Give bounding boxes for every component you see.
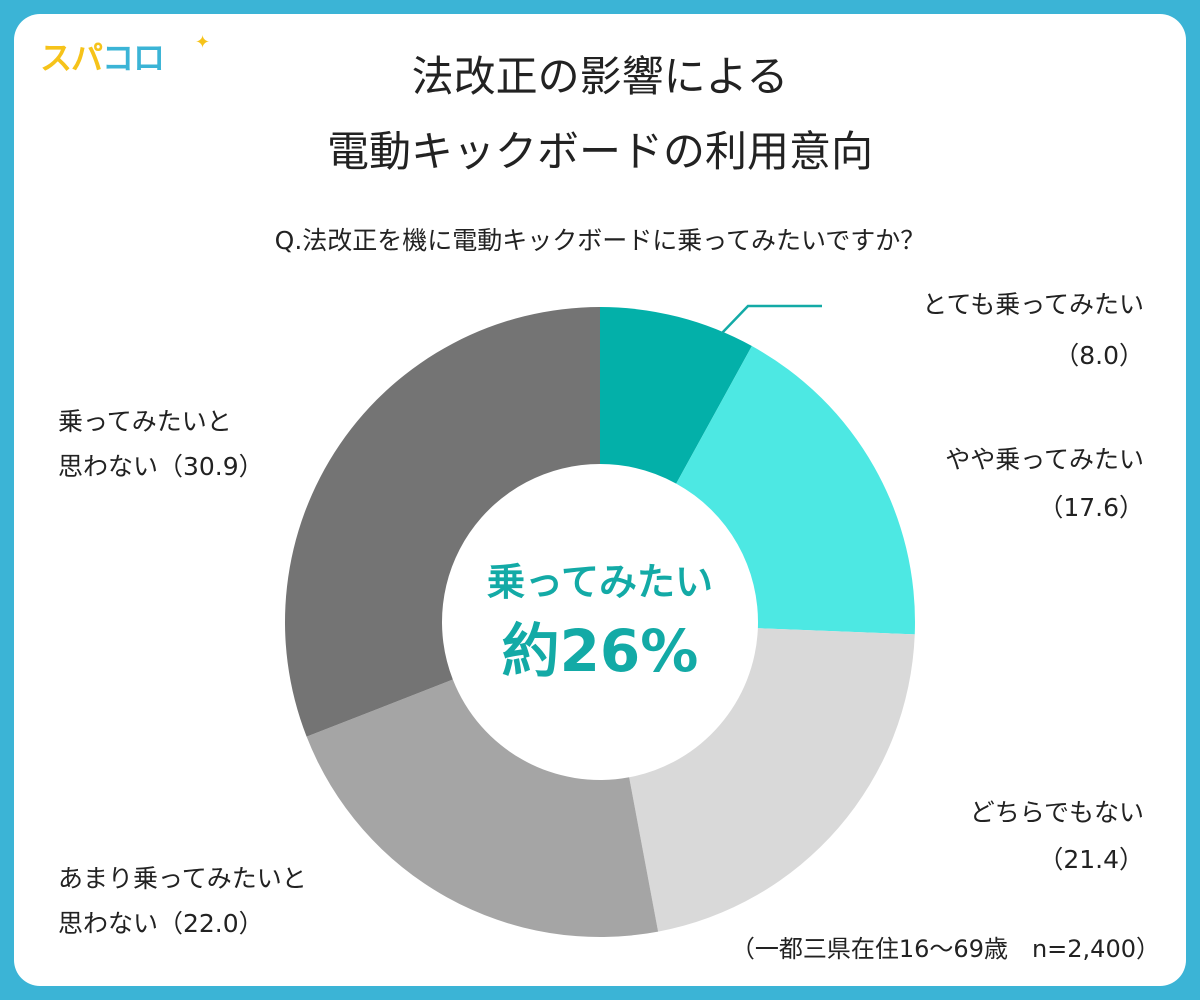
slice-not-at-all [284, 307, 600, 737]
slice-somewhat-want [676, 346, 915, 635]
label-very-want-name: とても乗ってみたい [922, 290, 1144, 319]
slice-neutral [629, 628, 915, 932]
chart-title-line-2: 電動キックボードの利用意向 [326, 127, 873, 176]
survey-question: Q.法改正を機に電動キックボードに乗ってみたいですか？ [274, 226, 926, 255]
label-neutral-value: （21.4） [1038, 845, 1144, 874]
donut-slices [284, 307, 915, 937]
brand-logo: スパコロ [40, 39, 165, 77]
logo-part-1: スパ [40, 39, 103, 77]
sparkle-icon: ✦ [195, 32, 211, 53]
label-somewhat-want-value: （17.6） [1038, 493, 1144, 522]
label-not-at-all-value: 思わない（30.9） [58, 452, 264, 481]
slice-not-much [306, 679, 659, 937]
label-somewhat-want-name: やや乗ってみたい [945, 445, 1144, 474]
slice-very-want [600, 307, 752, 484]
center-label: 乗ってみたい [486, 560, 714, 604]
leader-line [721, 304, 822, 334]
label-neutral-name: どちらでもない [969, 798, 1144, 827]
label-not-much-name: あまり乗ってみたいと [58, 864, 307, 893]
label-not-much-value: 思わない（22.0） [58, 909, 264, 938]
chart-title-line-1: 法改正の影響による [411, 52, 789, 101]
logo-part-2: コロ [102, 39, 165, 77]
footnote: （一都三県在住16〜69歳 n=2,400） [730, 935, 1160, 963]
center-value: 約26% [501, 617, 699, 685]
label-very-want-value: （8.0） [1054, 341, 1144, 370]
label-not-at-all-name: 乗ってみたいと [58, 407, 232, 436]
